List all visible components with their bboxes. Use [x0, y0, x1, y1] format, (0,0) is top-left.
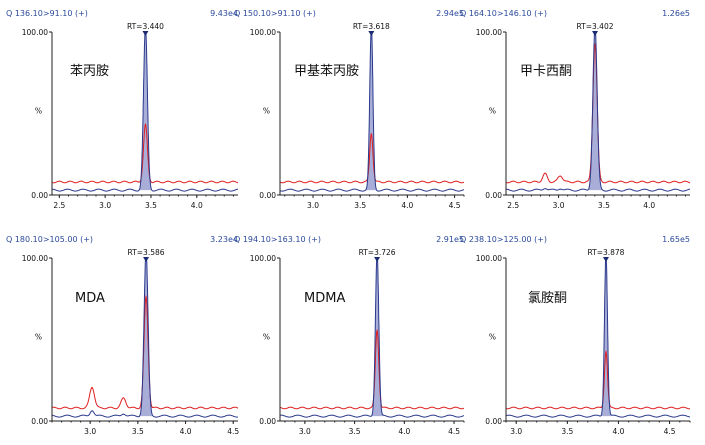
y-axis-label: %: [263, 333, 270, 342]
rt-label: RT=3.618: [353, 22, 390, 31]
quantifier-trace: [505, 257, 691, 418]
x-tick-label: 3.0: [99, 201, 111, 210]
transition-label: Q 164.10>146.10 (+): [460, 9, 547, 18]
y-axis-label: %: [35, 107, 42, 116]
x-tick-label: 4.0: [401, 201, 413, 210]
y-tick-label: 100.00: [22, 28, 48, 37]
x-tick-label: 3.0: [307, 201, 319, 210]
x-tick-label: 4.5: [664, 427, 676, 436]
intensity-label: 1.65e5: [662, 235, 690, 244]
y-tick-label: 0.00: [31, 417, 48, 426]
y-tick-label: 0.00: [31, 191, 48, 200]
compound-name: 甲卡西酮: [520, 64, 572, 79]
x-tick-label: 4.0: [612, 427, 624, 436]
x-tick-label: 2.5: [507, 201, 519, 210]
x-tick-label: 3.0: [553, 201, 565, 210]
apex-marker: [592, 31, 599, 36]
apex-marker: [368, 31, 375, 36]
apex-marker: [602, 257, 609, 262]
intensity-label: 3.23e4: [210, 235, 238, 244]
rt-label: RT=3.440: [127, 22, 164, 31]
qualifier-trace: [505, 349, 691, 410]
peak-area: [587, 32, 603, 191]
transition-label: Q 180.10>105.00 (+): [6, 235, 93, 244]
y-axis-label: %: [489, 333, 496, 342]
chromatogram-panel: Q 136.10>91.10 (+) 9.43e4 苯丙胺 RT=3.440 100.0…: [6, 9, 239, 210]
x-tick-label: 3.5: [145, 201, 157, 210]
y-axis-label: %: [35, 333, 42, 342]
x-tick-label: 4.5: [227, 427, 239, 436]
transition-label: Q 136.10>91.10 (+): [6, 9, 88, 18]
x-tick-label: 3.5: [561, 427, 573, 436]
x-tick-label: 3.5: [598, 201, 610, 210]
intensity-label: 2.94e5: [436, 9, 464, 18]
y-axis-label: %: [489, 107, 496, 116]
apex-marker: [374, 257, 381, 262]
x-tick-label: 4.5: [449, 201, 461, 210]
compound-name: 氯胺酮: [528, 291, 567, 306]
chromatogram-panel: Q 150.10>91.10 (+) 2.94e5 甲基苯丙胺 RT=3.618 100…: [234, 9, 465, 210]
x-tick-label: 3.0: [84, 427, 96, 436]
transition-label: Q 238.10>125.00 (+): [460, 235, 547, 244]
x-tick-label: 4.0: [191, 201, 203, 210]
y-tick-label: 0.00: [259, 191, 276, 200]
compound-name: MDMA: [304, 291, 345, 306]
transition-label: Q 150.10>91.10 (+): [234, 9, 316, 18]
x-tick-label: 3.5: [349, 427, 361, 436]
rt-label: RT=3.726: [359, 248, 396, 257]
x-tick-label: 4.0: [398, 427, 410, 436]
y-tick-label: 0.00: [259, 417, 276, 426]
y-tick-label: 0.00: [485, 417, 502, 426]
y-axis-label: %: [263, 107, 270, 116]
x-tick-label: 4.0: [643, 201, 655, 210]
transition-label: Q 194.10>163.10 (+): [234, 235, 321, 244]
quantifier-trace: [505, 31, 691, 192]
qualifier-trace: [279, 133, 465, 184]
y-tick-label: 100.00: [250, 254, 276, 263]
intensity-label: 1.26e5: [662, 9, 690, 18]
chromatogram-panel: Q 164.10>146.10 (+) 1.26e5 甲卡西酮 RT=3.402 100…: [460, 9, 691, 210]
chromatogram-panel: Q 238.10>125.00 (+) 1.65e5 氯胺酮 RT=3.878 100.…: [460, 235, 691, 436]
qualifier-trace: [279, 328, 465, 410]
compound-name: 苯丙胺: [70, 64, 109, 79]
intensity-label: 9.43e4: [210, 9, 238, 18]
peak-area: [365, 32, 378, 191]
y-tick-label: 100.00: [22, 254, 48, 263]
x-tick-label: 3.0: [299, 427, 311, 436]
compound-name: 甲基苯丙胺: [294, 64, 359, 79]
peak-area: [138, 258, 154, 417]
x-tick-label: 2.5: [53, 201, 65, 210]
apex-marker: [142, 31, 149, 36]
y-tick-label: 100.00: [476, 254, 502, 263]
x-tick-label: 4.0: [180, 427, 192, 436]
x-tick-label: 3.0: [510, 427, 522, 436]
apex-marker: [143, 257, 150, 262]
x-tick-label: 4.5: [448, 427, 460, 436]
rt-label: RT=3.878: [587, 248, 624, 257]
y-tick-label: 100.00: [476, 28, 502, 37]
x-tick-label: 3.5: [132, 427, 144, 436]
quantifier-trace: [279, 257, 465, 418]
chromatogram-panel: Q 194.10>163.10 (+) 2.91e5 MDMA RT=3.726 100…: [234, 235, 465, 436]
chromatogram-panel: Q 180.10>105.00 (+) 3.23e4 MDA RT=3.586 100.…: [6, 235, 239, 436]
intensity-label: 2.91e5: [436, 235, 464, 244]
y-tick-label: 100.00: [250, 28, 276, 37]
compound-name: MDA: [75, 291, 105, 306]
qualifier-trace: [51, 123, 239, 184]
peak-area: [600, 258, 612, 417]
y-tick-label: 0.00: [485, 191, 502, 200]
rt-label: RT=3.402: [577, 22, 614, 31]
peak-area: [370, 258, 384, 417]
x-tick-label: 3.5: [354, 201, 366, 210]
peak-area: [138, 32, 153, 191]
rt-label: RT=3.586: [128, 248, 165, 257]
qualifier-trace: [51, 294, 239, 410]
